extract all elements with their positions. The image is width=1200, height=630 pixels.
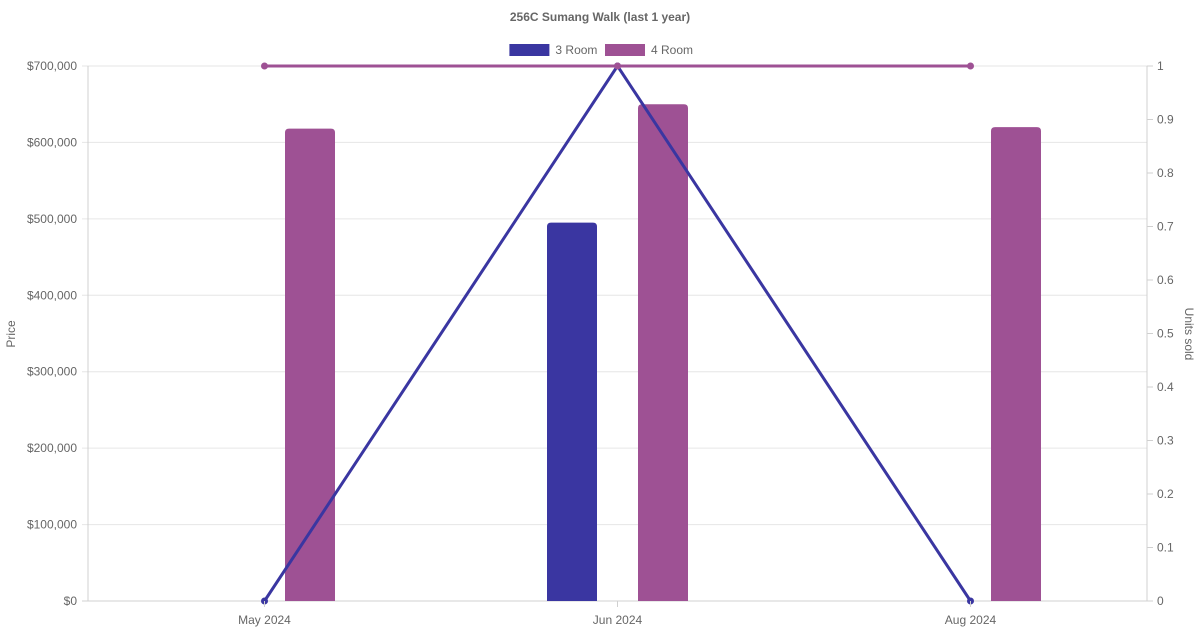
y-left-tick-label: $200,000 [27,441,77,455]
bar-layer [285,104,1041,602]
y-left-tick-label: $100,000 [27,518,77,532]
y-right-tick-label: 0.9 [1157,113,1174,127]
y-left-tick-label: $400,000 [27,288,77,302]
series-line [263,64,972,602]
y-right-tick-label: 0 [1157,594,1164,608]
legend-item[interactable]: 3 Room [509,43,597,57]
y-left-tick-label: $0 [64,594,78,608]
y-right-tick-label: 1 [1157,59,1164,73]
bar [285,128,335,601]
legend-label: 3 Room [555,43,597,57]
y-right-tick-label: 0.5 [1157,327,1174,341]
data-point [967,62,974,70]
legend-item[interactable]: 4 Room [605,43,693,57]
y-right-tick-label: 0.1 [1157,541,1174,555]
y-left-tick-label: $300,000 [27,365,77,379]
y-left-tick-label: $600,000 [27,135,77,149]
x-tick-label: Jun 2024 [593,613,643,627]
grid-lines [82,65,1153,602]
legend-swatch [605,44,645,56]
bar [547,222,597,601]
y-left-axis-title: Price [4,320,18,348]
y-right-tick-label: 0.3 [1157,434,1174,448]
y-right-tick-label: 0.8 [1157,166,1174,180]
axes: $0 $100,000 $200,000 $300,000 $400,000 $500,0… [27,59,1174,627]
data-point [614,62,621,70]
chart-title: 256C Sumang Walk (last 1 year) [510,10,690,24]
bar [638,104,688,601]
y-right-tick-label: 0.6 [1157,273,1174,287]
y-right-tick-label: 0.2 [1157,487,1174,501]
legend-label: 4 Room [651,43,693,57]
bar [991,127,1041,602]
y-right-axis-title: Units sold [1182,308,1196,361]
data-point [261,62,268,70]
y-left-tick-label: $700,000 [27,59,77,73]
legend-swatch [509,44,550,56]
y-right-tick-label: 0.7 [1157,220,1174,234]
line-layer [261,62,974,605]
legend[interactable]: 3 Room 4 Room [509,43,693,57]
x-tick-label: May 2024 [238,613,291,627]
x-tick-label: Aug 2024 [945,613,997,627]
y-left-tick-label: $500,000 [27,212,77,226]
y-right-tick-label: 0.4 [1157,380,1174,394]
